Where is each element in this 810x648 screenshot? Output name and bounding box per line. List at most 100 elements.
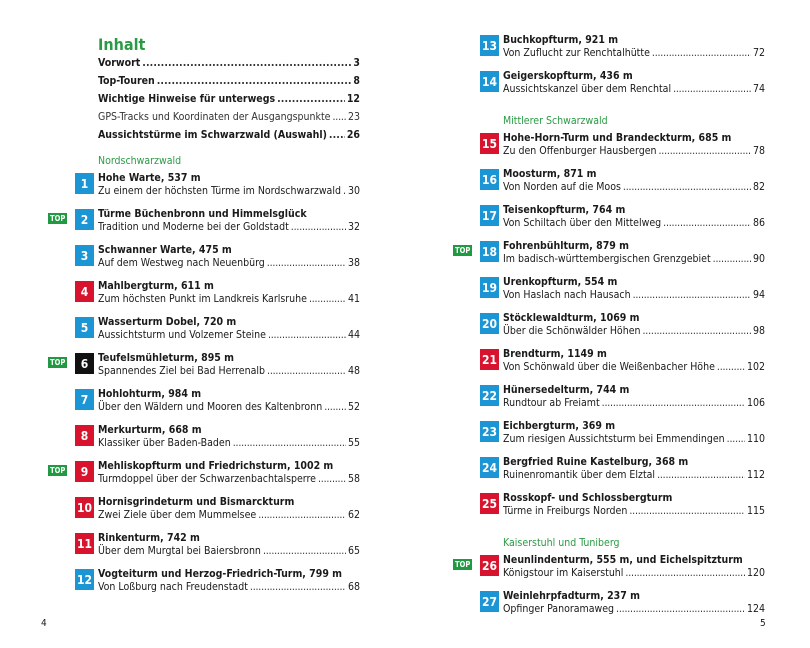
tour-subtitle-row[interactable]: Türme in Freiburgs Norden 115 bbox=[503, 505, 765, 518]
toc-entry[interactable]: 15 Hohe-Horn-Turm und Brandeckturm, 685 m… bbox=[480, 132, 765, 168]
entry-label: Von Norden auf die Moos bbox=[503, 181, 621, 193]
page-ref: 106 bbox=[746, 397, 765, 409]
tour-subtitle-row[interactable]: Auf dem Westweg nach Neuenbürg 38 bbox=[98, 257, 360, 270]
tour-subtitle-row[interactable]: Aussichtskanzel über dem Renchtal 74 bbox=[503, 83, 765, 96]
toc-entry[interactable]: 20 Stöcklewaldturm, 1069 m Über die Schönw… bbox=[480, 312, 765, 348]
toc-front-item[interactable]: Aussichtstürme im Schwarzwald (Auswahl) 2… bbox=[98, 126, 360, 144]
tour-subtitle-row[interactable]: Opfinger Panoramaweg 124 bbox=[503, 603, 765, 616]
tour-title: Moosturm, 871 m bbox=[503, 168, 597, 180]
toc-front-item[interactable]: GPS-Tracks und Koordinaten der Ausgangsp… bbox=[98, 108, 360, 126]
top-tour-badge: TOP bbox=[453, 559, 473, 570]
toc-entry[interactable]: 1 Hohe Warte, 537 m Zu einem der höchsten … bbox=[75, 172, 360, 208]
tour-title: Eichbergturm, 369 m bbox=[503, 420, 616, 432]
entry-label: Turmdoppel über der Schwarzenbachtalsper… bbox=[98, 473, 316, 485]
toc-entry[interactable]: 9 TOP Mehliskopfturm und Friedrichsturm, 1… bbox=[48, 460, 360, 496]
toc-entry[interactable]: 25 Rosskopf- und Schlossbergturm Türme in … bbox=[480, 492, 765, 528]
tour-subtitle-row[interactable]: Zum riesigen Aussichtsturm bei Emmending… bbox=[503, 433, 765, 446]
tour-title: Hornisgrindeturm und Bismarckturm bbox=[98, 496, 295, 508]
toc-entry[interactable]: 18 TOP Fohrenbühlturm, 879 m Im badisch-wür… bbox=[453, 240, 765, 276]
entry-label: Spannendes Ziel bei Bad Herrenalb bbox=[98, 365, 266, 377]
tour-subtitle-row[interactable]: Zu einem der höchsten Türme im Nordschwa… bbox=[98, 185, 360, 198]
toc-entry[interactable]: 27 Weinlehrpfadturm, 237 m Opfinger Panora… bbox=[480, 590, 765, 626]
tour-subtitle-row[interactable]: Über dem Murgtal bei Baiersbronn 65 bbox=[98, 545, 360, 558]
toc-entry[interactable]: 24 Bergfried Ruine Kastelburg, 368 m Ruine… bbox=[480, 456, 765, 492]
tour-title: Rinkenturm, 742 m bbox=[98, 532, 200, 544]
tour-subtitle-row[interactable]: Aussichtsturm und Volzemer Steine 44 bbox=[98, 329, 360, 342]
toc-entry[interactable]: 13 Buchkopfturm, 921 m Von Zuflucht zur Re… bbox=[480, 34, 765, 70]
page-ref: 62 bbox=[347, 509, 360, 521]
tour-title: Geigerskopfturm, 436 m bbox=[503, 70, 633, 82]
tour-number-badge: 7 bbox=[75, 389, 94, 410]
tour-subtitle-row[interactable]: Von Schiltach über den Mittelweg 86 bbox=[503, 217, 765, 230]
page-ref: 74 bbox=[752, 83, 765, 95]
toc-entry[interactable]: 10 Hornisgrindeturm und Bismarckturm Zwei … bbox=[75, 496, 360, 532]
tour-number-badge: 5 bbox=[75, 317, 94, 338]
toc-entry[interactable]: 8 Merkurturm, 668 m Klassiker über Baden-B… bbox=[75, 424, 360, 460]
toc-front-item[interactable]: Vorwort 3 bbox=[98, 54, 360, 72]
page-ref: 23 bbox=[347, 111, 360, 123]
dot-leader bbox=[318, 473, 346, 486]
tour-subtitle-row[interactable]: Klassiker über Baden-Baden 55 bbox=[98, 437, 360, 450]
dot-leader bbox=[277, 90, 345, 108]
tour-subtitle-row[interactable]: Rundtour ab Freiamt 106 bbox=[503, 397, 765, 410]
tour-subtitle-row[interactable]: Zwei Ziele über dem Mummelsee 62 bbox=[98, 509, 360, 522]
tour-subtitle-row[interactable]: Im badisch-württembergischen Grenzgebiet… bbox=[503, 253, 765, 266]
toc-entry[interactable]: 5 Wasserturm Dobel, 720 m Aussichtsturm un… bbox=[75, 316, 360, 352]
toc-entry[interactable]: 12 Vogteiturm und Herzog-Friedrich-Turm, … bbox=[75, 568, 360, 604]
toc-entry[interactable]: 7 Hohlohturm, 984 m Über den Wäldern und M… bbox=[75, 388, 360, 424]
toc-entry[interactable]: 22 Hünersedelturm, 744 m Rundtour ab Freia… bbox=[480, 384, 765, 420]
tour-number-badge: 24 bbox=[480, 457, 499, 478]
entry-label: Auf dem Westweg nach Neuenbürg bbox=[98, 257, 265, 269]
tour-subtitle-row[interactable]: Tradition und Moderne bei der Goldstadt 3… bbox=[98, 221, 360, 234]
toc-entry[interactable]: 16 Moosturm, 871 m Von Norden auf die Moos… bbox=[480, 168, 765, 204]
toc-entry[interactable]: 4 Mahlbergturm, 611 m Zum höchsten Punkt i… bbox=[75, 280, 360, 316]
page-ref: 44 bbox=[347, 329, 360, 341]
tour-number-badge: 12 bbox=[75, 569, 94, 590]
page-number-left: 4 bbox=[41, 618, 47, 629]
tour-subtitle-row[interactable]: Zu den Offenburger Hausbergen 78 bbox=[503, 145, 765, 158]
tour-subtitle-row[interactable]: Spannendes Ziel bei Bad Herrenalb 48 bbox=[98, 365, 360, 378]
tour-title: Bergfried Ruine Kastelburg, 368 m bbox=[503, 456, 689, 468]
tour-subtitle-row[interactable]: Über die Schönwälder Höhen 98 bbox=[503, 325, 765, 338]
tour-subtitle-row[interactable]: Von Haslach nach Hausach 94 bbox=[503, 289, 765, 302]
toc-entry[interactable]: 14 Geigerskopfturm, 436 m Aussichtskanzel … bbox=[480, 70, 765, 106]
tour-number-badge: 19 bbox=[480, 277, 499, 298]
toc-entry[interactable]: 3 Schwanner Warte, 475 m Auf dem Westweg n… bbox=[75, 244, 360, 280]
page-ref: 98 bbox=[752, 325, 765, 337]
toc-entry[interactable]: 21 Brendturm, 1149 m Von Schönwald über di… bbox=[480, 348, 765, 384]
toc-entry[interactable]: 6 TOP Teufelsmühleturm, 895 m Spannendes Zi… bbox=[48, 352, 360, 388]
tour-subtitle-row[interactable]: Königstour im Kaiserstuhl 120 bbox=[503, 567, 765, 580]
tour-subtitle-row[interactable]: Über den Wäldern und Mooren des Kaltenbr… bbox=[98, 401, 360, 414]
tour-title: Vogteiturm und Herzog-Friedrich-Turm, 79… bbox=[98, 568, 343, 580]
entry-label: Aussichtsturm und Volzemer Steine bbox=[98, 329, 266, 341]
entry-label: Tradition und Moderne bei der Goldstadt bbox=[98, 221, 289, 233]
page-ref: 3 bbox=[353, 57, 360, 69]
tour-subtitle-row[interactable]: Von Norden auf die Moos 82 bbox=[503, 181, 765, 194]
toc-entry[interactable]: 17 Teisenkopfturm, 764 m Von Schiltach übe… bbox=[480, 204, 765, 240]
dot-leader bbox=[250, 581, 346, 594]
tour-subtitle-row[interactable]: Von Zuflucht zur Renchtalhütte 72 bbox=[503, 47, 765, 60]
toc-entry[interactable]: 11 Rinkenturm, 742 m Über dem Murgtal bei … bbox=[75, 532, 360, 568]
toc-left-page: Inhalt Vorwort 3 Top-Touren 8 Wichtige Hinwei… bbox=[48, 34, 360, 604]
tour-subtitle-row[interactable]: Turmdoppel über der Schwarzenbachtalsper… bbox=[98, 473, 360, 486]
tour-title: Hohe-Horn-Turm und Brandeckturm, 685 m bbox=[503, 132, 732, 144]
tour-title: Wasserturm Dobel, 720 m bbox=[98, 316, 237, 328]
tour-subtitle-row[interactable]: Von Loßburg nach Freudenstadt 68 bbox=[98, 581, 360, 594]
toc-right-page: 13 Buchkopfturm, 921 m Von Zuflucht zur Re… bbox=[453, 34, 765, 626]
tour-subtitle-row[interactable]: Von Schönwald über die Weißenbacher Höhe… bbox=[503, 361, 765, 374]
tour-title: Merkurturm, 668 m bbox=[98, 424, 202, 436]
tour-title: Schwanner Warte, 475 m bbox=[98, 244, 232, 256]
tour-subtitle-row[interactable]: Ruinenromantik über dem Elztal 112 bbox=[503, 469, 765, 482]
toc-entry[interactable]: 19 Urenkopfturm, 554 m Von Haslach nach Ha… bbox=[480, 276, 765, 312]
dot-leader bbox=[713, 253, 751, 266]
toc-entry[interactable]: 2 TOP Türme Büchenbronn und Himmelsglück Tr… bbox=[48, 208, 360, 244]
toc-front-item[interactable]: Wichtige Hinweise für unterwegs 12 bbox=[98, 90, 360, 108]
page-ref: 78 bbox=[752, 145, 765, 157]
toc-entry[interactable]: 26 TOP Neunlindenturm, 555 m, und Eichelsp… bbox=[453, 554, 765, 590]
page-ref: 90 bbox=[752, 253, 765, 265]
dot-leader bbox=[309, 293, 346, 306]
dot-leader bbox=[625, 567, 745, 580]
tour-subtitle-row[interactable]: Zum höchsten Punkt im Landkreis Karlsruh… bbox=[98, 293, 360, 306]
toc-entry[interactable]: 23 Eichbergturm, 369 m Zum riesigen Aussic… bbox=[480, 420, 765, 456]
toc-front-item[interactable]: Top-Touren 8 bbox=[98, 72, 360, 90]
